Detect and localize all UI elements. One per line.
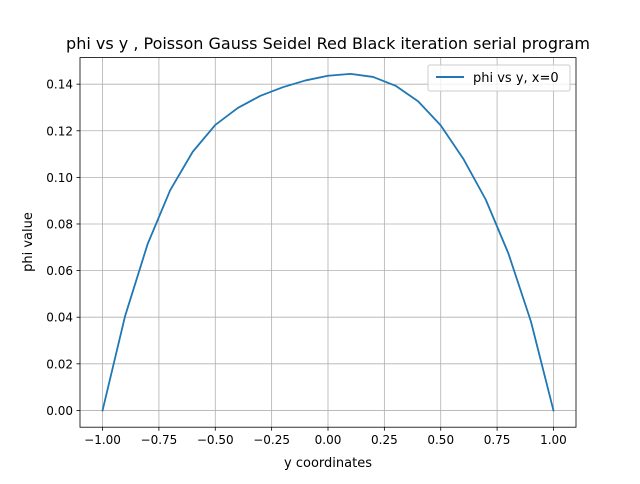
- y-tick-label: 0.04: [46, 311, 73, 325]
- legend: phi vs y, x=0: [427, 64, 571, 92]
- y-tick-label: 0.08: [46, 217, 73, 231]
- x-tick-label: −1.00: [84, 433, 121, 447]
- series-line: [101, 73, 555, 412]
- y-tick-label: 0.14: [46, 78, 73, 92]
- x-tick-label: 1.00: [540, 433, 567, 447]
- grid: [80, 57, 576, 428]
- x-axis-label: y coordinates: [284, 456, 372, 471]
- series-layer: [101, 73, 555, 412]
- y-axis: 0.00 0.02 0.04 0.06 0.08 0.10 0.12 0.14: [46, 78, 80, 418]
- x-tick-label: −0.75: [141, 433, 178, 447]
- x-tick-label: −0.25: [253, 433, 290, 447]
- legend-entry-label: phi vs y, x=0: [473, 71, 559, 86]
- y-axis-label: phi value: [21, 212, 36, 272]
- y-tick-label: 0.12: [46, 124, 73, 138]
- x-tick-label: 0.75: [484, 433, 511, 447]
- x-tick-label: −0.50: [197, 433, 234, 447]
- x-axis: −1.00 −0.75 −0.50 −0.25 0.00 0.25 0.50 0.75 1.00: [84, 427, 567, 447]
- x-tick-label: 0.00: [315, 433, 342, 447]
- x-tick-label: 0.50: [427, 433, 454, 447]
- x-tick-label: 0.25: [371, 433, 398, 447]
- chart-title: phi vs y , Poisson Gauss Seidel Red Blac…: [66, 34, 590, 53]
- legend-box: [427, 64, 571, 92]
- y-tick-label: 0.10: [46, 171, 73, 185]
- y-tick-label: 0.02: [46, 357, 73, 371]
- y-tick-label: 0.00: [46, 404, 73, 418]
- y-tick-label: 0.06: [46, 264, 73, 278]
